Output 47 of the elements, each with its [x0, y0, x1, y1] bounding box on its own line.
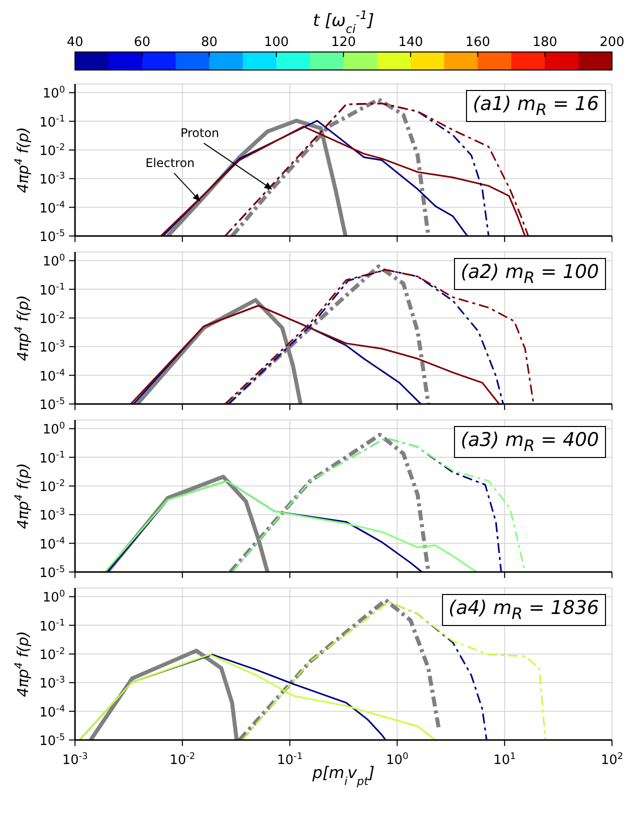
annotation: (a4) m$_{R}$ = 1836 — [448, 597, 599, 623]
x-tick-label: 10$^{2}$ — [600, 752, 624, 768]
color-bar-label: 180 — [532, 35, 558, 50]
color-bar-title: t [ω$_{ci}$$^{-1}$] — [312, 8, 374, 36]
y-tick-label: 10$^{0}$ — [42, 254, 66, 270]
y-tick-label: 10$^{-3}$ — [39, 172, 66, 188]
color-bar-label: 140 — [398, 35, 424, 50]
y-tick-label: 10$^{-3}$ — [39, 508, 66, 524]
annotation: (a1) m$_{R}$ = 16 — [472, 93, 599, 119]
color-bar-label: 100 — [264, 35, 289, 50]
y-tick-label: 10$^{-4}$ — [39, 536, 66, 552]
y-tick-label: 10$^{-3}$ — [39, 676, 66, 692]
color-bar-label: 60 — [134, 35, 150, 50]
color-bar-label: 200 — [600, 35, 624, 50]
y-tick-label: 10$^{-5}$ — [39, 565, 65, 581]
y-tick-label: 10$^{-5}$ — [39, 733, 65, 749]
annotation: (a3) m$_{R}$ = 400 — [460, 429, 599, 455]
y-tick-label: 10$^{-5}$ — [39, 397, 65, 413]
x-tick-label: 10$^{1}$ — [493, 752, 516, 768]
x-tick-label: 10$^{-3}$ — [62, 752, 88, 768]
x-axis-title: p[m$_{i}$v$_{pt}$] — [311, 763, 375, 788]
x-tick-label: 10$^{0}$ — [386, 752, 409, 768]
x-tick-label: 10$^{-1}$ — [276, 752, 303, 768]
x-tick-label: 10$^{-2}$ — [170, 752, 196, 768]
y-tick-label: 10$^{-1}$ — [39, 114, 65, 130]
y-tick-label: 10$^{-4}$ — [39, 200, 66, 216]
color-bar-label: 80 — [200, 35, 218, 50]
annotation: Proton — [180, 126, 220, 140]
annotation: (a2) m$_{R}$ = 100 — [460, 261, 599, 287]
y-tick-label: 10$^{0}$ — [42, 422, 66, 438]
y-tick-label: 10$^{0}$ — [42, 86, 66, 102]
y-tick-label: 10$^{-1}$ — [39, 618, 65, 634]
y-tick-label: 10$^{-2}$ — [39, 478, 65, 495]
annotation: Electron — [145, 156, 195, 170]
color-bar-label: 40 — [66, 35, 84, 50]
y-tick-label: 10$^{-2}$ — [39, 142, 65, 159]
y-tick-label: 10$^{-1}$ — [39, 450, 65, 466]
y-tick-label: 10$^{-4}$ — [39, 704, 66, 720]
y-tick-label: 10$^{-2}$ — [39, 646, 65, 663]
color-bar-label: 120 — [331, 35, 356, 50]
y-tick-label: 10$^{-3}$ — [39, 340, 66, 356]
y-tick-label: 10$^{0}$ — [42, 590, 66, 606]
y-tick-label: 10$^{-1}$ — [39, 282, 65, 298]
y-tick-label: 10$^{-2}$ — [39, 310, 65, 327]
y-tick-label: 10$^{-5}$ — [39, 229, 65, 245]
color-bar-label: 160 — [465, 35, 490, 50]
y-tick-label: 10$^{-4}$ — [39, 368, 66, 384]
